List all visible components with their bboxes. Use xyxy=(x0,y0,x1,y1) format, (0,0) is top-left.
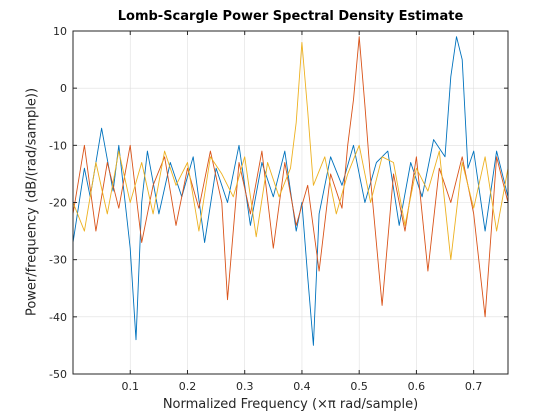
x-axis-label: Normalized Frequency (×π rad/sample) xyxy=(162,397,419,412)
series-line-3 xyxy=(72,41,509,261)
x-tick-label: 0.6 xyxy=(408,380,426,393)
x-tick-label: 0.1 xyxy=(121,380,139,393)
chart-title: Lomb-Scargle Power Spectral Density Esti… xyxy=(117,9,464,24)
ticks: 0.1 0.2 0.3 0.4 0.5 0.6 0.7 10 0 -10 -20 -30 -40 -50 xyxy=(49,25,508,393)
x-tick-label: 0.3 xyxy=(236,380,254,393)
y-tick-label: 10 xyxy=(53,25,67,38)
y-tick-label: -40 xyxy=(49,311,67,324)
y-tick-label: -50 xyxy=(49,368,67,381)
x-tick-label: 0.5 xyxy=(350,380,368,393)
x-tick-label: 0.4 xyxy=(293,380,311,393)
series-line-2 xyxy=(72,36,509,318)
x-tick-label: 0.7 xyxy=(465,380,483,393)
y-axis-label: Power/frequency (dB/(rad/sample)) xyxy=(24,87,40,317)
y-tick-label: -30 xyxy=(49,254,67,267)
y-tick-label: -10 xyxy=(49,139,67,152)
y-tick-label: 0 xyxy=(60,82,67,95)
x-tick-label: 0.2 xyxy=(179,380,197,393)
y-tick-label: -20 xyxy=(49,197,67,210)
series-group xyxy=(72,36,509,346)
